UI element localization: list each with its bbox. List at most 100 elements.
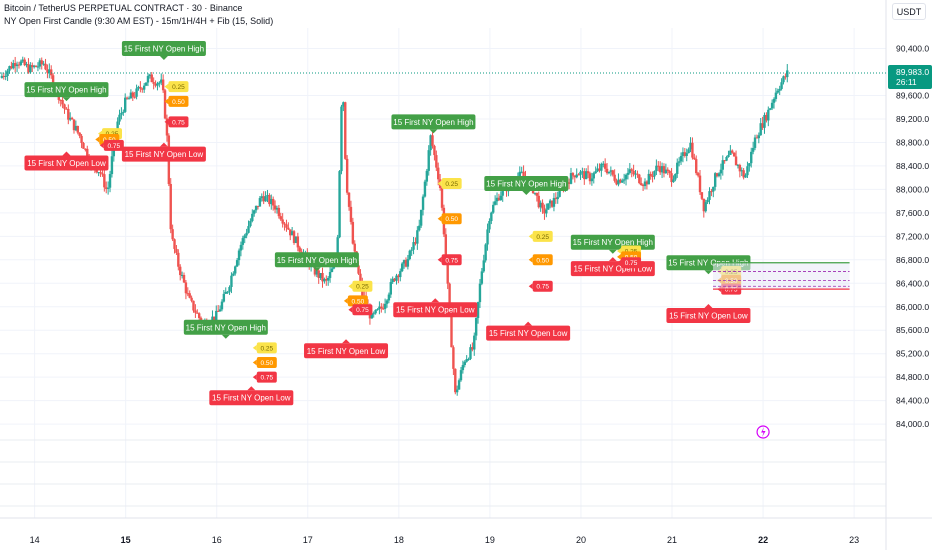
candle[interactable] (429, 135, 432, 151)
candle[interactable] (105, 187, 108, 189)
candle[interactable] (215, 310, 218, 321)
candle[interactable] (658, 166, 662, 173)
candle[interactable] (376, 309, 379, 311)
candle[interactable] (636, 173, 639, 175)
candle[interactable] (615, 180, 618, 185)
candle[interactable] (685, 153, 688, 156)
candle[interactable] (410, 249, 413, 251)
candle[interactable] (624, 174, 628, 180)
candle[interactable] (723, 160, 726, 162)
candle[interactable] (131, 92, 134, 97)
candle[interactable] (127, 98, 131, 100)
candle[interactable] (744, 175, 747, 178)
ny-open-low-label[interactable] (209, 390, 294, 406)
ny-open-low-label[interactable] (486, 325, 571, 341)
candle[interactable] (336, 237, 339, 263)
candle[interactable] (124, 97, 127, 112)
fib-level-tag[interactable] (532, 230, 553, 242)
candle[interactable] (499, 195, 503, 201)
candle[interactable] (465, 359, 468, 362)
candle[interactable] (247, 226, 250, 233)
candle[interactable] (148, 74, 152, 77)
candle[interactable] (590, 178, 594, 182)
candle[interactable] (700, 192, 704, 199)
candle[interactable] (177, 252, 180, 267)
candle[interactable] (190, 297, 193, 301)
candle[interactable] (357, 265, 360, 274)
candle[interactable] (621, 180, 624, 183)
candle[interactable] (603, 163, 607, 169)
candle[interactable] (738, 164, 742, 172)
candle[interactable] (387, 294, 391, 301)
candle[interactable] (770, 102, 774, 109)
candle[interactable] (647, 173, 650, 185)
candle[interactable] (266, 195, 269, 197)
candle[interactable] (543, 208, 546, 214)
candle[interactable] (632, 170, 635, 175)
fib-level-tag[interactable] (168, 116, 189, 128)
candle[interactable] (602, 163, 605, 165)
candle[interactable] (8, 66, 11, 71)
candle[interactable] (61, 100, 64, 105)
candle[interactable] (469, 347, 472, 359)
candle[interactable] (340, 106, 343, 172)
candle[interactable] (315, 270, 319, 275)
fib-level-tag[interactable] (441, 178, 462, 190)
candle[interactable] (171, 229, 174, 240)
candle[interactable] (323, 278, 326, 282)
candle[interactable] (584, 171, 588, 180)
candle[interactable] (42, 63, 45, 65)
candle[interactable] (484, 244, 487, 261)
candle[interactable] (287, 227, 290, 230)
candle[interactable] (298, 247, 301, 252)
candle[interactable] (139, 86, 142, 89)
candle[interactable] (359, 273, 362, 282)
candle[interactable] (44, 63, 47, 70)
candle[interactable] (194, 310, 197, 313)
candle[interactable] (400, 263, 404, 272)
candle[interactable] (281, 219, 284, 224)
candle[interactable] (406, 259, 410, 267)
candle[interactable] (228, 286, 231, 292)
candle[interactable] (70, 117, 74, 120)
candle[interactable] (676, 162, 679, 174)
candle[interactable] (4, 75, 7, 77)
fib-level-tag[interactable] (168, 81, 189, 93)
candle[interactable] (137, 86, 140, 89)
candle[interactable] (706, 199, 709, 203)
candle[interactable] (68, 117, 72, 120)
candle[interactable] (154, 83, 157, 86)
candle[interactable] (444, 234, 448, 259)
candle[interactable] (160, 79, 163, 83)
candle[interactable] (103, 174, 106, 188)
candle[interactable] (99, 172, 102, 174)
candle[interactable] (666, 169, 669, 171)
candle[interactable] (537, 195, 540, 208)
candle[interactable] (378, 306, 381, 310)
candle[interactable] (264, 196, 267, 202)
candle[interactable] (655, 165, 658, 172)
candle[interactable] (446, 258, 449, 284)
candle[interactable] (545, 209, 548, 214)
ny-open-high-label[interactable] (391, 114, 476, 130)
fib-level-tag[interactable] (256, 357, 277, 369)
candle[interactable] (31, 65, 34, 68)
candle[interactable] (490, 212, 493, 221)
candle[interactable] (433, 145, 436, 156)
candle[interactable] (769, 108, 772, 110)
candle[interactable] (40, 60, 43, 65)
candle[interactable] (664, 169, 668, 174)
ny-open-high-label[interactable] (183, 319, 268, 335)
candle[interactable] (235, 260, 239, 267)
candle[interactable] (757, 135, 761, 139)
candle[interactable] (786, 70, 789, 78)
candle[interactable] (478, 283, 482, 303)
candle[interactable] (169, 183, 172, 230)
candle[interactable] (471, 347, 474, 350)
candle[interactable] (273, 205, 277, 210)
candle[interactable] (245, 232, 248, 236)
candle[interactable] (742, 170, 745, 178)
candle[interactable] (344, 102, 347, 159)
candle[interactable] (279, 216, 282, 220)
